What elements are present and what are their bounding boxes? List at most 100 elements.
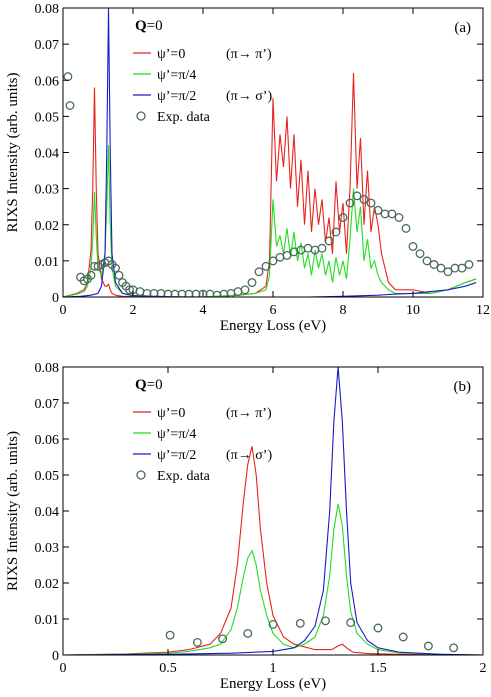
exp-data-point bbox=[240, 285, 250, 295]
y-axis-label: RIXS Intensity (arb. units) bbox=[5, 73, 21, 233]
exp-data-point bbox=[282, 251, 292, 260]
exp-data-point bbox=[394, 213, 404, 222]
exp-data-point bbox=[247, 278, 257, 287]
legend-label: ψ’=0 bbox=[157, 406, 185, 421]
series-line-3 bbox=[63, 367, 483, 655]
legend-label: ψ’=π/4 bbox=[157, 68, 196, 83]
y-tick-label: 0.08 bbox=[35, 2, 60, 17]
exp-data-point bbox=[321, 616, 330, 626]
legend-label: ψ’=0 bbox=[157, 47, 185, 62]
y-tick-label: 0.01 bbox=[35, 613, 60, 628]
exp-data-point bbox=[457, 263, 467, 273]
x-tick-label: 0.5 bbox=[159, 661, 177, 676]
x-axis-label: Energy Loss (eV) bbox=[220, 318, 326, 334]
exp-data-point bbox=[114, 270, 124, 280]
exp-data-point bbox=[268, 619, 278, 629]
exp-data-point bbox=[352, 191, 362, 201]
y-tick-label: 0.07 bbox=[35, 38, 60, 53]
exp-data-point bbox=[111, 263, 120, 273]
exp-data-point bbox=[261, 261, 271, 271]
exp-data-point bbox=[359, 195, 369, 204]
y-tick-label: 0.04 bbox=[35, 505, 60, 520]
exp-data-point bbox=[422, 256, 432, 266]
exp-data-point bbox=[125, 285, 134, 295]
exp-data-point bbox=[429, 260, 439, 269]
exp-data-point bbox=[86, 270, 96, 280]
legend-note: (π→ π’) bbox=[226, 47, 272, 62]
exp-data-point bbox=[346, 618, 356, 628]
x-tick-label: 0 bbox=[60, 661, 67, 676]
exp-data-point bbox=[373, 205, 383, 215]
y-tick-label: 0.05 bbox=[35, 469, 60, 484]
y-tick-label: 0.06 bbox=[35, 74, 60, 89]
series-line-2 bbox=[63, 503, 483, 655]
exp-data-point bbox=[464, 260, 474, 269]
x-tick-label: 1.5 bbox=[369, 661, 387, 676]
exp-data-point bbox=[436, 263, 446, 273]
chart-panel-2: 0 0.5 1 1.5 2 0 0.01 0.02 0.03 0.04 0.05 0.06 0.07 0.… bbox=[5, 361, 487, 692]
x-tick-label: 10 bbox=[406, 303, 420, 318]
exp-data-point bbox=[338, 213, 348, 222]
x-tick-label: 1 bbox=[270, 661, 277, 676]
y-tick-label: 0.02 bbox=[35, 577, 60, 592]
exp-data-point bbox=[254, 267, 264, 277]
y-axis-label: RIXS Intensity (arb. units) bbox=[5, 431, 21, 591]
x-tick-label: 2 bbox=[480, 661, 487, 676]
legend-label: ψ’=π/4 bbox=[157, 427, 196, 442]
legend-label: Exp. data bbox=[157, 469, 211, 484]
exp-data-point bbox=[415, 249, 425, 259]
exp-data-point bbox=[373, 623, 383, 633]
series-line-1 bbox=[63, 446, 483, 655]
y-tick-label: 0 bbox=[52, 649, 59, 664]
y-tick-label: 0 bbox=[52, 291, 59, 306]
panel-label: (b) bbox=[454, 379, 472, 395]
exp-data-point bbox=[317, 243, 327, 253]
y-tick-label: 0.02 bbox=[35, 219, 60, 234]
exp-data-point bbox=[165, 630, 175, 640]
plot-frame bbox=[62, 7, 484, 298]
exp-data-point bbox=[398, 632, 408, 642]
exp-data-point bbox=[295, 618, 305, 628]
exp-data-point bbox=[243, 628, 253, 638]
x-tick-label: 2 bbox=[130, 303, 137, 318]
legend-marker bbox=[136, 470, 146, 480]
x-tick-label: 12 bbox=[476, 303, 490, 318]
exp-data-point bbox=[218, 634, 228, 644]
series-line-1 bbox=[63, 73, 477, 297]
y-tick-label: 0.07 bbox=[35, 397, 60, 412]
x-axis-label: Energy Loss (eV) bbox=[220, 676, 326, 692]
legend-note: (π→ σ’) bbox=[226, 448, 272, 463]
exp-data-point bbox=[331, 227, 341, 237]
x-tick-label: 6 bbox=[270, 303, 277, 318]
y-tick-label: 0.08 bbox=[35, 361, 60, 376]
y-tick-label: 0.06 bbox=[35, 433, 60, 448]
q-annotation: Q=0 bbox=[135, 18, 163, 34]
x-tick-label: 8 bbox=[340, 303, 347, 318]
y-tick-label: 0.03 bbox=[35, 541, 60, 556]
exp-data-point bbox=[366, 198, 376, 208]
exp-data-point bbox=[192, 637, 202, 647]
plot-frame bbox=[62, 366, 484, 656]
exp-data-point bbox=[443, 267, 453, 277]
exp-data-point bbox=[401, 223, 411, 233]
legend: ψ’=0 (π→ π’) ψ’=π/4 ψ’=π/2 (π→ σ’) Exp. data bbox=[133, 47, 272, 125]
legend-note: (π→ σ’) bbox=[226, 89, 272, 104]
legend-label: ψ’=π/2 bbox=[157, 448, 196, 463]
panel-label: (a) bbox=[454, 20, 471, 36]
exp-data-point bbox=[449, 643, 459, 653]
legend-marker bbox=[136, 111, 146, 121]
exp-data-point bbox=[423, 641, 433, 651]
y-tick-label: 0.03 bbox=[35, 183, 60, 198]
exp-data-point bbox=[324, 236, 334, 246]
plot-area bbox=[63, 8, 477, 297]
x-tick-label: 4 bbox=[200, 303, 207, 318]
x-tick-label: 0 bbox=[60, 303, 67, 318]
plot-area bbox=[63, 367, 483, 655]
exp-data-point bbox=[65, 101, 75, 110]
y-tick-label: 0.05 bbox=[35, 110, 60, 125]
exp-data-point bbox=[345, 198, 355, 208]
exp-data-point bbox=[63, 72, 73, 82]
y-tick-label: 0.01 bbox=[35, 255, 60, 270]
exp-data-point bbox=[268, 256, 278, 266]
